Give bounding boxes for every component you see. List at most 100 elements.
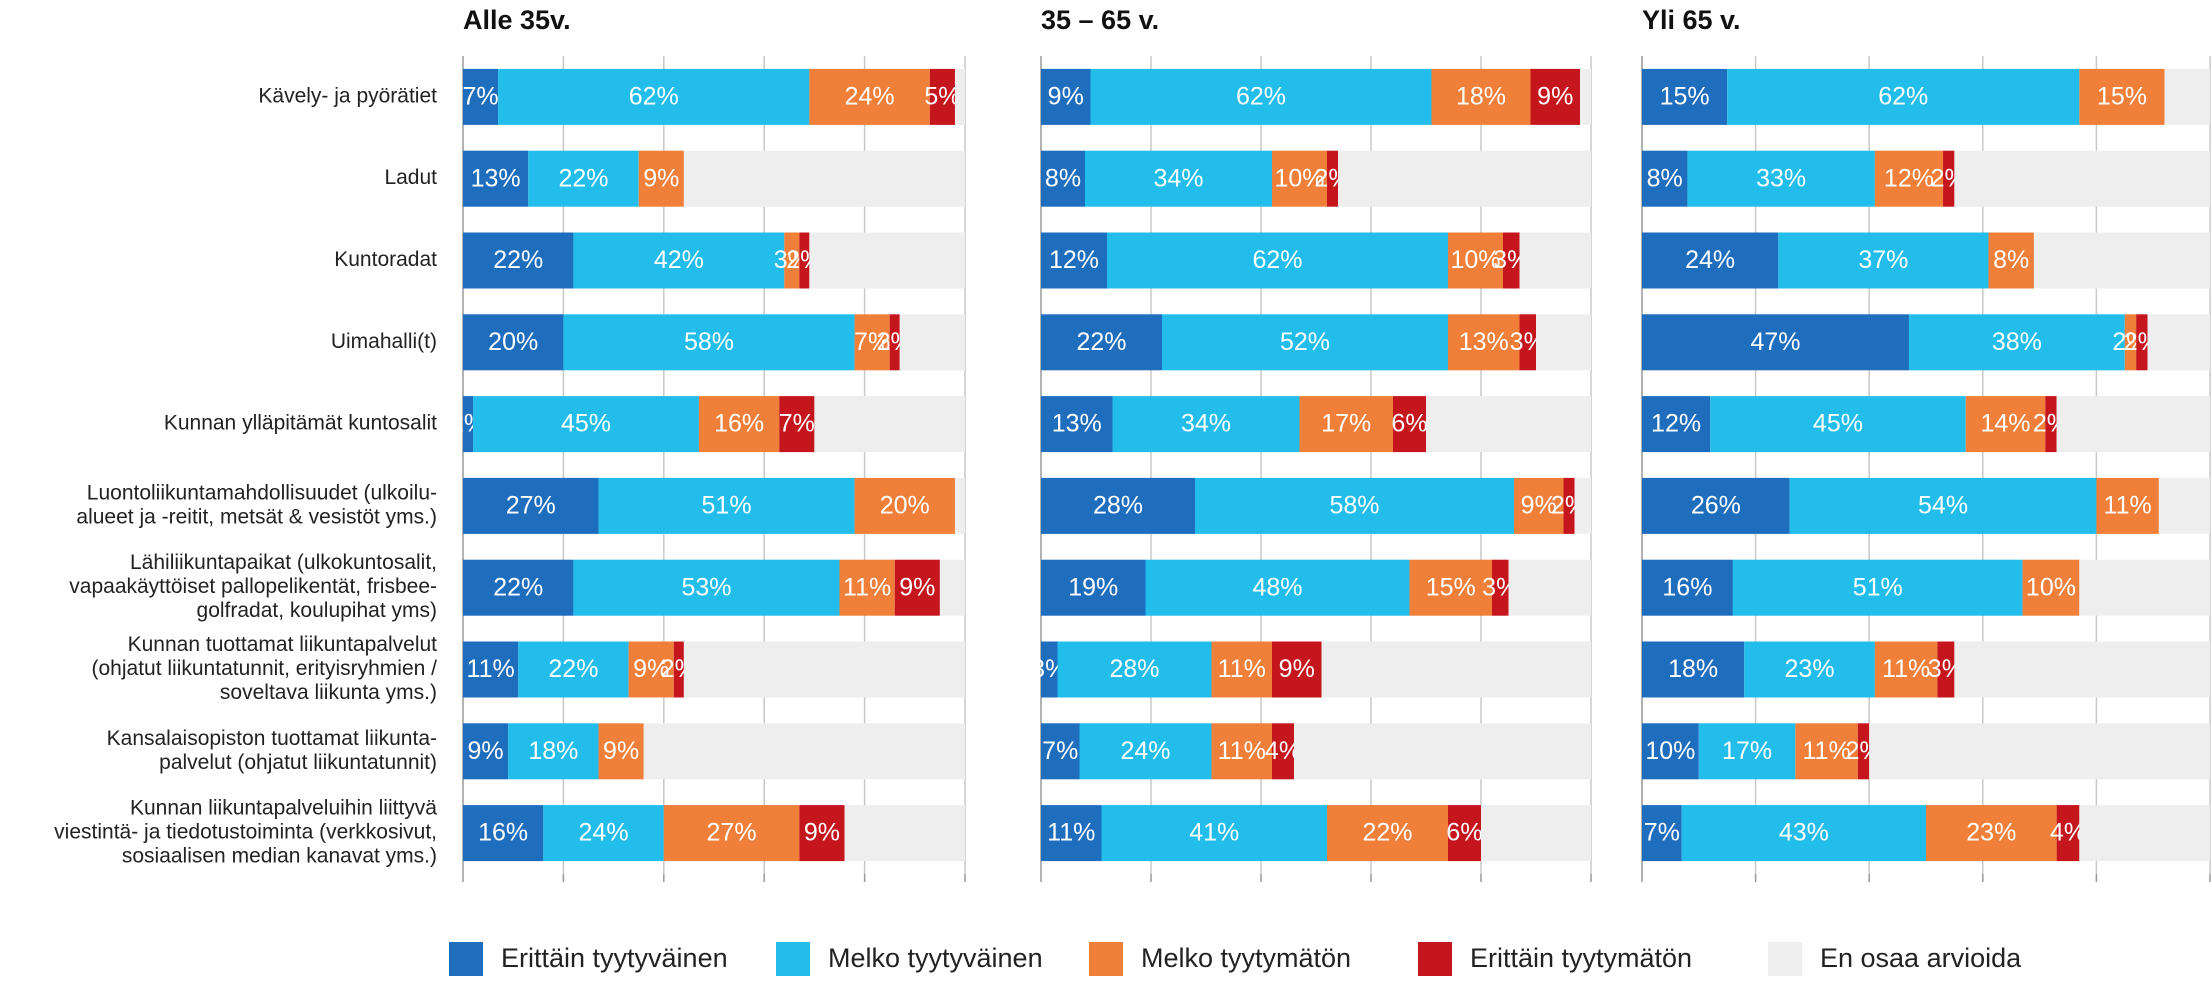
bar-segment [1321,641,1591,698]
data-label: 8% [1045,164,1081,192]
bar-segment [643,723,965,780]
legend-label: Erittäin tyytyväinen [501,943,728,973]
bar-segment [473,396,699,453]
bar-segment [1431,68,1531,125]
legend-label: Melko tyytyväinen [828,943,1043,973]
bar-segment [1519,314,1536,371]
data-label: 5% [924,83,960,111]
bar-segment [1338,150,1591,207]
bar-segment [899,314,965,371]
bar-segment [1519,232,1591,289]
category-label: (ohjatut liikuntatunnit, erityisryhmien … [92,657,438,680]
data-label: 23% [1966,819,2016,847]
bar-segment [508,723,599,780]
data-label: 9% [1048,83,1084,111]
bar-segment [1448,232,1503,289]
bar-segment [2079,805,2210,862]
data-label: 11% [843,573,891,601]
data-label: 9% [1537,83,1573,111]
bar-segment [1041,396,1113,453]
data-label: 11% [2104,492,2152,520]
data-label: 22% [1076,328,1126,356]
category-label: Kuntoradat [334,248,437,271]
data-label: 15% [1426,573,1476,601]
bar-segment [1908,314,2125,371]
bar-segment [528,150,639,207]
bar-segment [2158,477,2210,534]
data-label: 51% [1853,573,1903,601]
data-label: 52% [1280,328,1330,356]
bar-segment [1041,68,1091,125]
bar-segment [1795,723,1858,780]
bar-segment [1710,396,1966,453]
data-label: 13% [1459,328,1509,356]
data-label: 15% [1660,83,1710,111]
data-label: 12% [1884,164,1934,192]
bar-segment [1642,150,1688,207]
bar-segment [809,232,965,289]
bar-segment [638,150,684,207]
data-label: 51% [702,492,752,520]
category-label: golfradat, koulupihat yms) [197,599,437,622]
legend-swatch [449,942,483,976]
data-label: 13% [471,164,521,192]
bar-segment [2022,559,2080,616]
legend-swatch [1089,942,1123,976]
bar-segment [939,559,965,616]
bar-segment [1563,477,1575,534]
bar-segment [463,805,544,862]
data-label: 16% [478,819,528,847]
category-label: Kunnan tuottamat liikuntapalvelut [128,633,438,656]
bar-segment [1085,150,1272,207]
data-label: 6% [1391,410,1427,438]
bar-segment [814,396,965,453]
bar-segment [1211,723,1272,780]
bar-segment [1090,68,1432,125]
data-label: 16% [714,410,764,438]
bar-segment [1041,559,1146,616]
data-label: 12% [1651,410,1701,438]
bar-segment [573,559,840,616]
bar-segment [1642,314,1909,371]
data-label: 22% [558,164,608,192]
bar-segment [1112,396,1300,453]
bar-segment [1195,477,1514,534]
bar-segment [1492,559,1509,616]
bar-segment [1642,805,1682,862]
bar-segment [1687,150,1875,207]
bar-segment [1580,68,1591,125]
data-label: 23% [1785,655,1835,683]
bar-segment [683,150,965,207]
data-label: 34% [1153,164,1203,192]
bar-segment [1272,723,1294,780]
bar-segment [1744,641,1875,698]
data-label: 7% [1042,737,1078,765]
bar-segment [1954,641,2210,698]
bar-segment [854,477,955,534]
category-label: Ladut [384,166,437,189]
data-label: 38% [1992,328,2042,356]
bar-segment [563,314,855,371]
bar-segment [1937,641,1955,698]
data-label: 10% [1274,164,1324,192]
bar-segment [1926,805,2057,862]
data-label: 9% [899,573,935,601]
legend-swatch [776,942,810,976]
data-label: 20% [880,492,930,520]
data-label: 11% [1882,655,1930,683]
data-label: 45% [1813,410,1863,438]
bar-segment [2164,68,2210,125]
data-label: 54% [1918,492,1968,520]
bar-segment [1327,805,1448,862]
bar-segment [1874,641,1938,698]
bar-segment [839,559,895,616]
bar-segment [463,232,574,289]
bar-segment [1965,396,2046,453]
bar-segment [1145,559,1410,616]
bar-segment [1789,477,2097,534]
bar-segment [2056,396,2210,453]
bar-segment [463,314,564,371]
data-label: 16% [1662,573,1712,601]
data-label: 11% [1047,819,1095,847]
data-label: 53% [681,573,731,601]
